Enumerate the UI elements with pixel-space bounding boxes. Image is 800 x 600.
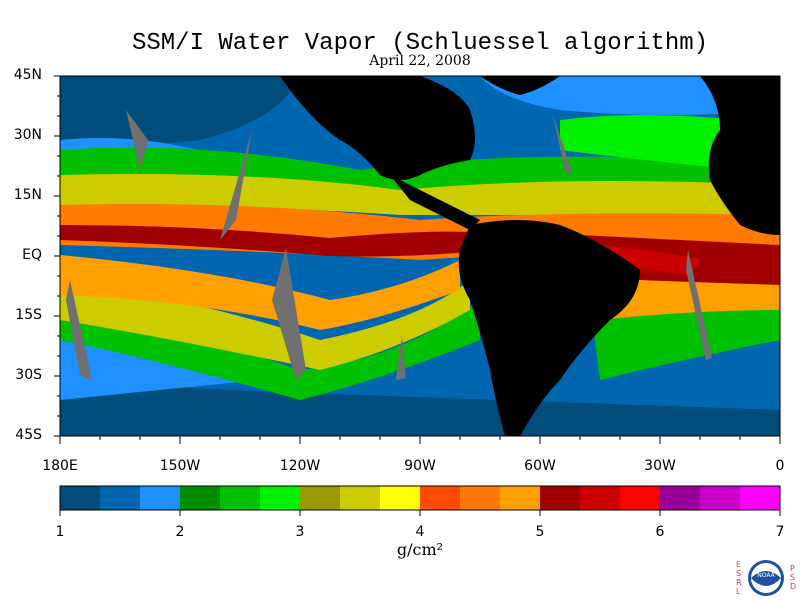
longitude-ticks — [59, 436, 781, 444]
colorbar-swatch — [260, 486, 301, 510]
lon-label: 30W — [644, 458, 676, 474]
colorbar-swatch — [460, 486, 501, 510]
colorbar-swatch — [100, 486, 141, 510]
colorbar-swatch — [580, 486, 621, 510]
lon-label: 90W — [404, 458, 436, 474]
lon-label: 0 — [775, 458, 785, 474]
lat-label: 45S — [15, 427, 42, 443]
lat-label: 15S — [15, 307, 42, 323]
colorbar-tick-label: 2 — [175, 524, 185, 540]
lat-label: 45N — [13, 67, 42, 83]
colorbar-swatch — [420, 486, 461, 510]
colorbar-swatch — [180, 486, 221, 510]
noaa-icon: NOAA — [748, 560, 784, 596]
lat-label: 30N — [13, 127, 42, 143]
colorbar-tick-label: 7 — [775, 524, 785, 540]
colorbar-units: g/cm² — [396, 540, 444, 559]
lon-label: 120W — [279, 458, 321, 474]
colorbar-swatch — [140, 486, 181, 510]
latitude-ticks — [54, 75, 60, 437]
colorbar-tick-label: 6 — [655, 524, 665, 540]
colorbar-swatch — [500, 486, 541, 510]
map-title: SSM/I Water Vapor (Schluessel algorithm) — [131, 30, 709, 57]
colorbar-swatch — [340, 486, 381, 510]
colorbar-swatch — [620, 486, 661, 510]
lon-label: 180E — [42, 458, 78, 474]
colorbar-swatch — [660, 486, 701, 510]
colorbar-swatch — [220, 486, 261, 510]
map-field — [60, 76, 780, 436]
colorbar-tick-label: 4 — [415, 524, 425, 540]
lat-label: 15N — [13, 187, 42, 203]
colorbar-swatch — [540, 486, 581, 510]
colorbar-swatch — [380, 486, 421, 510]
lat-label: EQ — [22, 247, 42, 263]
colorbar-swatch — [700, 486, 741, 510]
lat-label: 30S — [15, 367, 42, 383]
colorbar-tick-label: 1 — [55, 524, 65, 540]
colorbar-swatch — [300, 486, 341, 510]
colorbar-swatch — [60, 486, 101, 510]
map-date: April 22, 2008 — [369, 53, 471, 69]
colorbar-tick-label: 5 — [535, 524, 545, 540]
colorbar-swatch — [740, 486, 781, 510]
colorbar-tick-label: 3 — [295, 524, 305, 540]
svg-text:NOAA: NOAA — [757, 572, 775, 579]
colorbar — [59, 485, 781, 516]
lon-label: 60W — [524, 458, 556, 474]
lon-label: 150W — [159, 458, 201, 474]
